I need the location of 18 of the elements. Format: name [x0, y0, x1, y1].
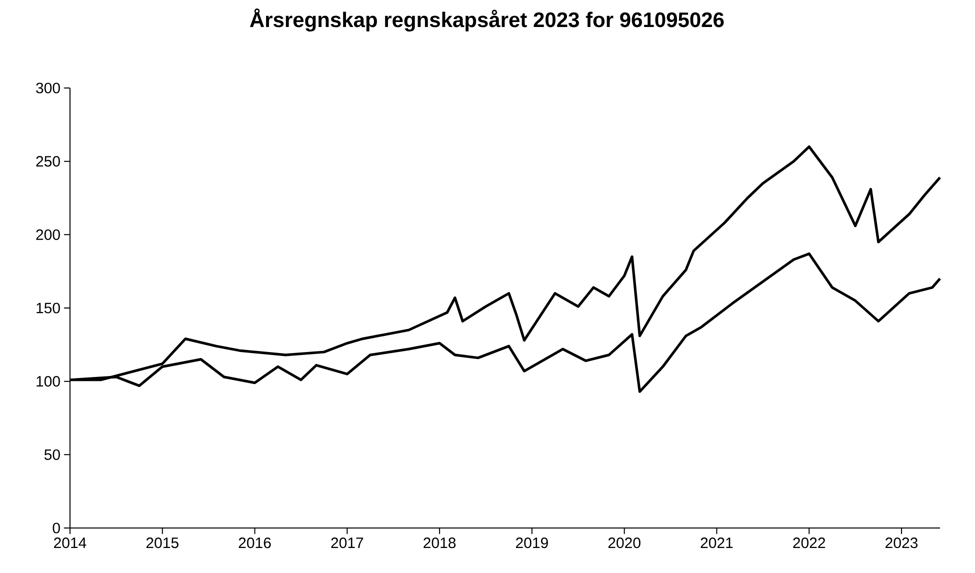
x-tick-label: 2020: [608, 538, 640, 548]
y-tick-label: 50: [44, 449, 60, 460]
y-tick-label: 300: [36, 82, 60, 94]
y-tick-label: 0: [52, 522, 60, 534]
y-tick-label: 200: [36, 229, 60, 240]
x-tick-label: 2015: [146, 538, 178, 548]
x-tick-label: 2021: [700, 538, 733, 548]
x-tick-label: 2017: [331, 538, 364, 548]
y-tick-label: 100: [36, 376, 60, 387]
x-tick-label: 2018: [424, 538, 456, 548]
y-tick-label: 150: [36, 302, 60, 314]
y-tick-label: 250: [36, 156, 60, 167]
chart-title: Årsregnskap regnskapsåret 2023 for 961095026: [250, 8, 724, 32]
x-tick-label: 2014: [54, 538, 86, 548]
x-tick-label: 2019: [516, 538, 548, 548]
x-tick-label: 2016: [238, 538, 271, 548]
x-tick-label: 2023: [886, 538, 918, 548]
x-tick-label: 2022: [793, 538, 826, 548]
